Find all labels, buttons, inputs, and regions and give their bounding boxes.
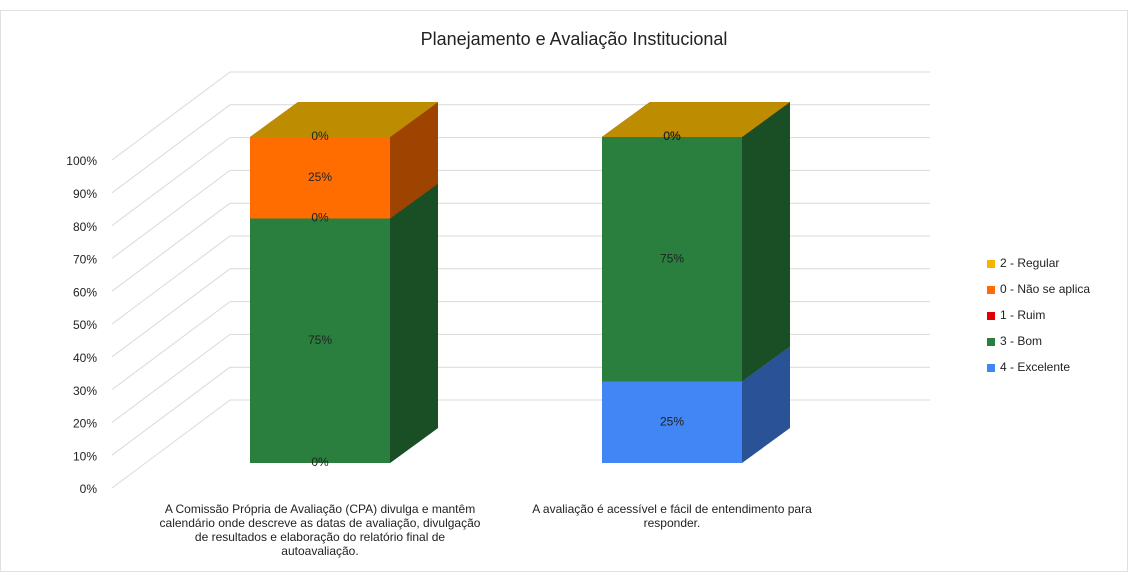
grid-line <box>111 71 231 161</box>
y-tick-label: 90% <box>73 187 97 201</box>
bar-side <box>390 102 438 219</box>
data-label: 25% <box>660 414 684 428</box>
legend-label: 4 - Excelente <box>1000 360 1070 374</box>
legend-label: 1 - Ruim <box>1000 308 1045 322</box>
x-tick-label: A Comissão Própria de Avaliação (CPA) di… <box>159 502 481 558</box>
grid-line <box>111 366 231 456</box>
y-tick-label: 60% <box>73 285 97 299</box>
data-label: 0% <box>311 211 329 225</box>
grid-line <box>111 137 231 227</box>
grid-line <box>111 202 231 292</box>
frame <box>0 10 1128 572</box>
bar-front <box>602 381 742 463</box>
grid-line <box>111 399 231 489</box>
bar-front <box>602 137 742 382</box>
y-tick-label: 0% <box>80 482 98 496</box>
y-tick-label: 20% <box>73 417 97 431</box>
x-tick-label: A avaliação é acessível e fácil de enten… <box>532 502 812 530</box>
y-tick-label: 40% <box>73 351 97 365</box>
grid-line <box>111 333 231 423</box>
grid-line <box>111 235 231 325</box>
data-label: 0% <box>311 129 329 143</box>
data-label: 0% <box>663 129 681 143</box>
legend-swatch <box>987 312 995 320</box>
y-tick-label: 100% <box>66 154 97 168</box>
legend-label: 3 - Bom <box>1000 334 1042 348</box>
grid-line <box>111 169 231 259</box>
bar-top <box>602 102 790 137</box>
grid-line <box>111 104 231 194</box>
bar-side <box>742 102 790 382</box>
data-label: 0% <box>311 455 329 469</box>
y-tick-label: 30% <box>73 384 97 398</box>
bar-front <box>250 137 390 219</box>
legend-label: 0 - Não se aplica <box>1000 282 1090 296</box>
bar-side <box>390 183 438 463</box>
data-label: 75% <box>308 333 332 347</box>
y-tick-label: 10% <box>73 449 97 463</box>
data-label: 0% <box>663 129 681 143</box>
y-tick-label: 80% <box>73 220 97 234</box>
legend-swatch <box>987 338 995 346</box>
grid-line <box>111 301 231 391</box>
bar-side <box>742 346 790 463</box>
grid-line <box>111 268 231 358</box>
legend-swatch <box>987 260 995 268</box>
legend-swatch <box>987 286 995 294</box>
data-label: 75% <box>660 251 684 265</box>
legend-swatch <box>987 364 995 372</box>
chart-title: Planejamento e Avaliação Institucional <box>421 29 728 49</box>
y-tick-label: 70% <box>73 253 97 267</box>
data-label: 0% <box>663 129 681 143</box>
y-tick-label: 50% <box>73 318 97 332</box>
legend-label: 2 - Regular <box>1000 256 1059 270</box>
bar-front <box>250 218 390 463</box>
data-label: 25% <box>308 170 332 184</box>
bar-top <box>250 102 438 137</box>
